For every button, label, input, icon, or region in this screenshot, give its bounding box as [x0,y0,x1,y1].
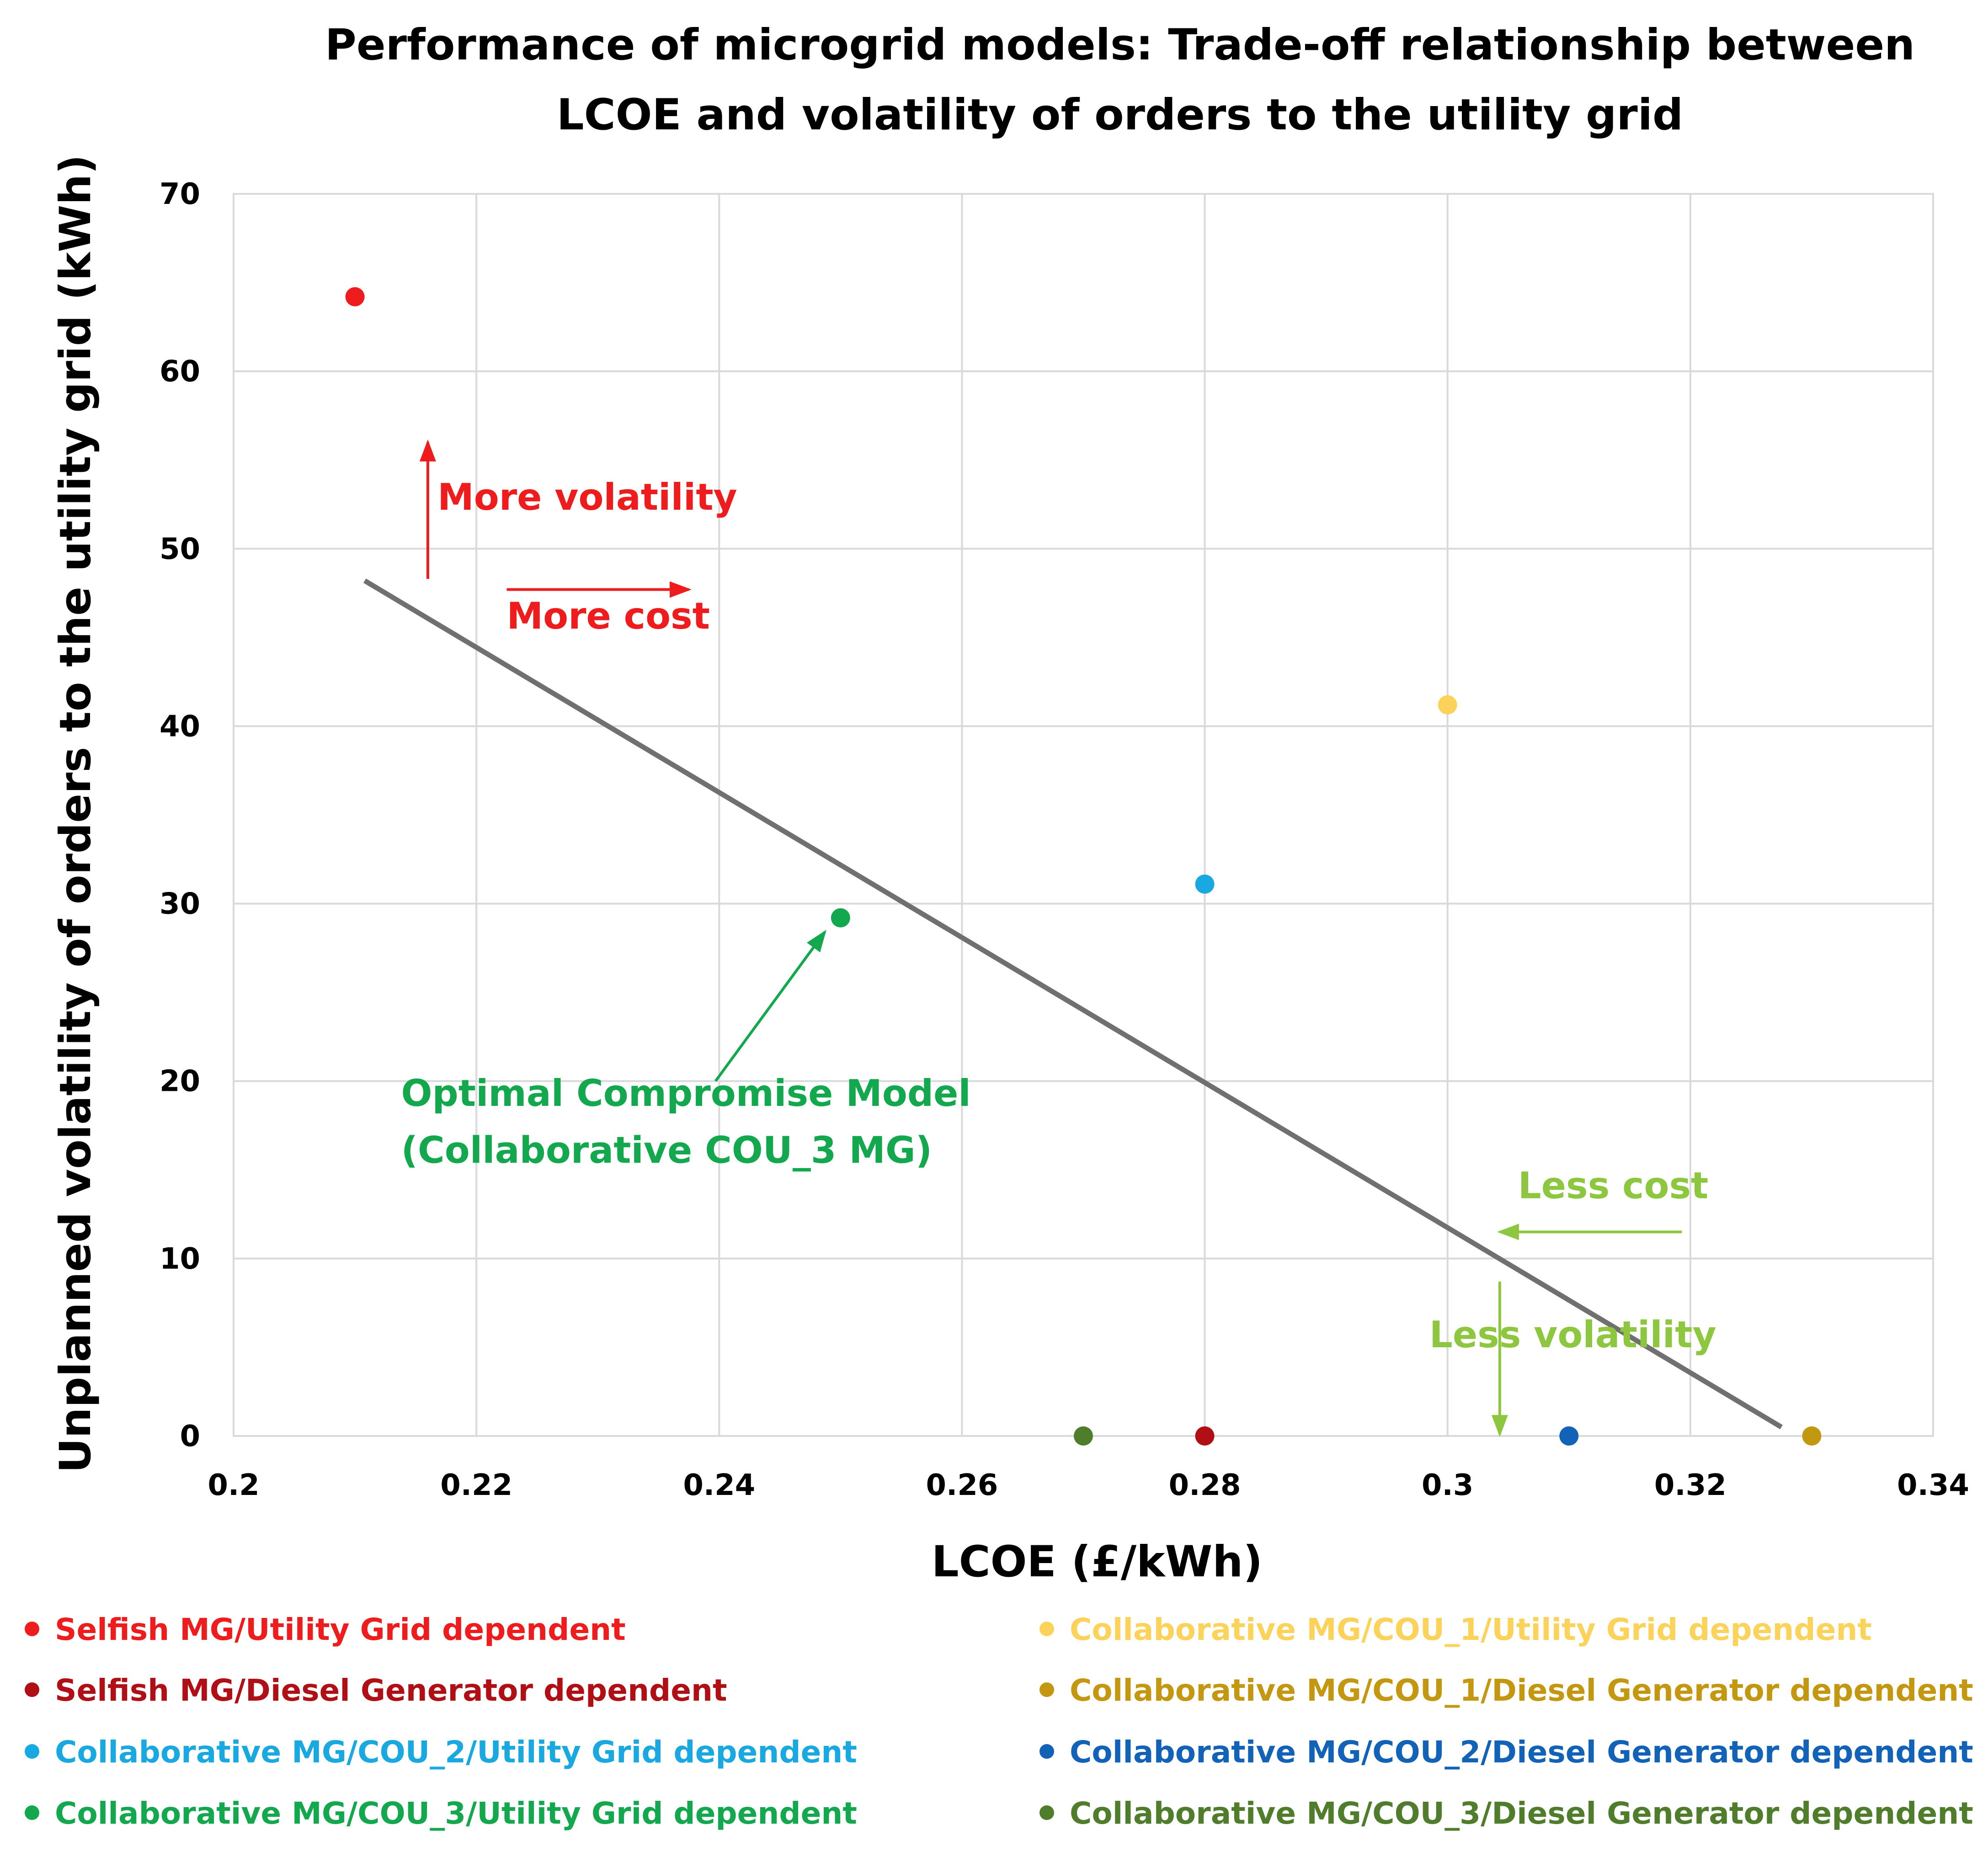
legend-marker [25,1682,39,1697]
x-tick-label: 0.34 [1897,1468,1969,1502]
grid-lines [233,193,1934,1437]
x-tick-label: 0.2 [208,1468,259,1502]
legend-marker [25,1744,39,1759]
legend-marker [1039,1744,1054,1759]
legend-item: Collaborative MG/COU_3/Diesel Generator … [1070,1796,1973,1831]
y-tick-label: 10 [160,1242,200,1276]
plot-area-border [233,193,1934,1437]
data-point [1438,695,1457,715]
legend: Selfish MG/Utility Grid dependent Selfish… [25,1612,1973,1831]
legend-marker [25,1805,39,1820]
y-tick-label: 30 [160,887,200,921]
x-tick-label: 0.32 [1654,1468,1727,1502]
annotation-arrow [714,929,826,1082]
data-point [1195,1426,1215,1446]
x-axis-ticks: 0.2 0.22 0.24 0.26 0.28 0.3 0.32 0.34 [208,1468,1969,1502]
legend-item: Collaborative MG/COU_1/Utility Grid depe… [1070,1612,1872,1647]
x-tick-label: 0.22 [440,1468,512,1502]
legend-marker [1039,1682,1054,1697]
chart-title-line-1: Performance of microgrid models: Trade-o… [325,20,1915,70]
x-axis-label: LCOE (£/kWh) [932,1537,1263,1587]
data-point [831,908,850,928]
legend-item: Collaborative MG/COU_3/Utility Grid depe… [55,1796,857,1831]
y-axis-label: Unplanned volatility of orders to the ut… [51,155,101,1473]
y-tick-label: 40 [160,710,200,743]
data-point [1802,1426,1822,1446]
annotation-text: More volatility [437,476,737,518]
annotation-arrows [419,439,1682,1437]
data-point [1074,1426,1093,1446]
legend-marker [1039,1622,1054,1636]
y-tick-label: 0 [180,1420,200,1453]
x-tick-label: 0.26 [926,1468,998,1502]
y-tick-label: 20 [160,1065,200,1099]
legend-item: Selfish MG/Utility Grid dependent [55,1612,626,1647]
trend-line [363,578,1783,1430]
y-tick-label: 50 [160,532,200,566]
legend-marker [1039,1805,1054,1820]
x-tick-label: 0.28 [1169,1468,1241,1502]
y-tick-label: 70 [160,177,200,211]
legend-marker [25,1622,39,1636]
y-axis-ticks: 0 10 20 30 40 50 60 70 [160,177,200,1453]
data-point [1195,874,1215,894]
x-tick-label: 0.3 [1422,1468,1473,1502]
legend-item: Collaborative MG/COU_1/Diesel Generator … [1070,1673,1973,1708]
annotation-text: More cost [507,595,710,637]
data-point [1559,1426,1579,1446]
y-tick-label: 60 [160,355,200,389]
legend-item: Collaborative MG/COU_2/Diesel Generator … [1070,1735,1973,1770]
legend-item: Collaborative MG/COU_2/Utility Grid depe… [55,1735,857,1770]
annotation-text: Less cost [1518,1164,1709,1207]
annotation-text: Less volatility [1429,1313,1716,1356]
data-points [345,287,1822,1446]
annotation-text: (Collaborative COU_3 MG) [401,1129,932,1171]
legend-item: Selfish MG/Diesel Generator dependent [55,1673,727,1708]
x-tick-label: 0.24 [683,1468,755,1502]
annotation-text: Optimal Compromise Model [401,1072,970,1115]
data-point [345,287,365,307]
chart-title-line-2: LCOE and volatility of orders to the uti… [557,90,1684,140]
annotations: More volatility More cost Optimal Compromi… [401,476,1716,1356]
